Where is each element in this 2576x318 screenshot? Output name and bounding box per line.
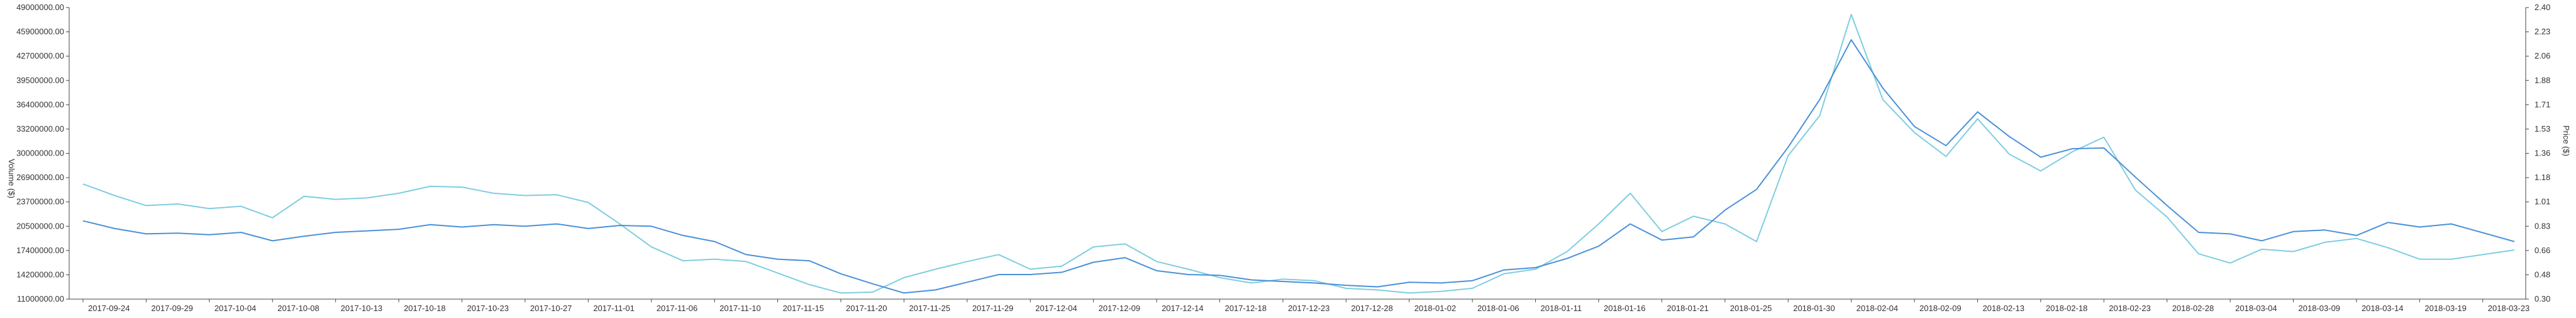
y-right-tick-label: 0.83 xyxy=(2534,221,2550,230)
y-left-tick-label: 20500000.00 xyxy=(16,221,64,230)
x-tick-label: 2018-01-21 xyxy=(1667,304,1709,313)
axes-layer xyxy=(66,7,2529,302)
x-tick-label: 2017-10-23 xyxy=(467,304,509,313)
y-left-tick-label: 36400000.00 xyxy=(16,99,64,109)
x-tick-label: 2017-12-09 xyxy=(1099,304,1141,313)
y-right-tick-label: 1.18 xyxy=(2534,173,2550,182)
x-tick-label: 2017-12-28 xyxy=(1351,304,1393,313)
y-right-tick-label: 2.23 xyxy=(2534,27,2550,37)
x-tick-label: 2018-03-19 xyxy=(2424,304,2467,313)
x-tick-label: 2018-02-28 xyxy=(2172,304,2214,313)
x-tick-label: 2017-11-25 xyxy=(909,304,950,313)
y-right-tick-label: 2.40 xyxy=(2534,3,2550,12)
x-tick-label: 2018-01-02 xyxy=(1414,304,1457,313)
x-tick-label: 2017-09-24 xyxy=(88,304,130,313)
series-line-2 xyxy=(82,14,2515,294)
x-tick-label: 2018-03-04 xyxy=(2235,304,2277,313)
x-tick-label: 2017-11-06 xyxy=(657,304,698,313)
x-tick-label: 2018-02-18 xyxy=(2046,304,2088,313)
y-left-tick-label: 45900000.00 xyxy=(16,27,64,37)
y-right-tick-label: 1.36 xyxy=(2534,149,2550,158)
x-tick-label: 2017-12-18 xyxy=(1224,304,1267,313)
x-tick-label: 2018-02-09 xyxy=(1919,304,1962,313)
y-right-tick-label: 0.30 xyxy=(2534,294,2550,304)
series-layer xyxy=(82,14,2515,294)
x-tick-label: 2017-12-14 xyxy=(1162,304,1204,313)
y-right-tick-label: 0.66 xyxy=(2534,246,2550,255)
x-tick-label: 2018-01-11 xyxy=(1541,304,1582,313)
labels-layer: 11000000.00 14200000.00 17400000.00 2050000… xyxy=(7,3,2571,313)
x-tick-label: 2017-11-01 xyxy=(593,304,635,313)
y-right-tick-label: 1.88 xyxy=(2534,76,2550,85)
x-tick-label: 2018-02-13 xyxy=(1982,304,2024,313)
y-left-tick-label: 17400000.00 xyxy=(16,246,64,255)
x-tick-label: 2018-03-14 xyxy=(2362,304,2404,313)
y-left-tick-label: 30000000.00 xyxy=(16,149,64,158)
y-right-tick-label: 0.48 xyxy=(2534,270,2550,279)
y-right-tick-label: 1.01 xyxy=(2534,197,2550,207)
x-tick-label: 2017-09-29 xyxy=(151,304,193,313)
x-tick-label: 2018-01-06 xyxy=(1477,304,1519,313)
x-tick-label: 2017-11-10 xyxy=(719,304,761,313)
x-tick-label: 2017-10-27 xyxy=(530,304,572,313)
y-right-tick-label: 2.06 xyxy=(2534,51,2550,60)
x-tick-label: 2017-10-04 xyxy=(214,304,257,313)
x-tick-label: 2018-02-23 xyxy=(2109,304,2151,313)
y-left-tick-label: 14200000.00 xyxy=(16,270,64,279)
y-right-axis-title: Price ($) xyxy=(2562,125,2571,156)
x-tick-label: 2017-11-15 xyxy=(783,304,824,313)
y-right-tick-label: 1.53 xyxy=(2534,124,2550,133)
y-left-tick-label: 42700000.00 xyxy=(16,51,64,60)
y-left-tick-label: 49000000.00 xyxy=(16,3,64,12)
x-tick-label: 2017-10-18 xyxy=(404,304,446,313)
x-tick-label: 2018-03-23 xyxy=(2488,304,2530,313)
y-left-tick-label: 23700000.00 xyxy=(16,197,64,207)
x-tick-label: 2017-10-13 xyxy=(341,304,383,313)
x-tick-label: 2017-10-08 xyxy=(277,304,319,313)
x-tick-label: 2018-01-25 xyxy=(1730,304,1772,313)
y-right-tick-label: 1.71 xyxy=(2534,99,2550,109)
y-left-tick-label: 39500000.00 xyxy=(16,76,64,85)
x-tick-label: 2018-01-30 xyxy=(1793,304,1835,313)
x-tick-label: 2018-03-09 xyxy=(2299,304,2341,313)
x-tick-label: 2017-12-23 xyxy=(1288,304,1330,313)
series-line-1 xyxy=(82,39,2515,294)
x-tick-label: 2018-01-16 xyxy=(1604,304,1646,313)
y-left-tick-label: 11000000.00 xyxy=(17,294,64,304)
x-tick-label: 2018-02-04 xyxy=(1857,304,1899,313)
x-tick-label: 2017-12-04 xyxy=(1035,304,1077,313)
x-tick-label: 2017-11-20 xyxy=(846,304,887,313)
y-left-tick-label: 33200000.00 xyxy=(16,124,64,133)
y-left-tick-label: 26900000.00 xyxy=(16,173,64,182)
x-tick-label: 2017-11-29 xyxy=(972,304,1014,313)
y-left-axis-title: Volume ($) xyxy=(7,159,16,198)
